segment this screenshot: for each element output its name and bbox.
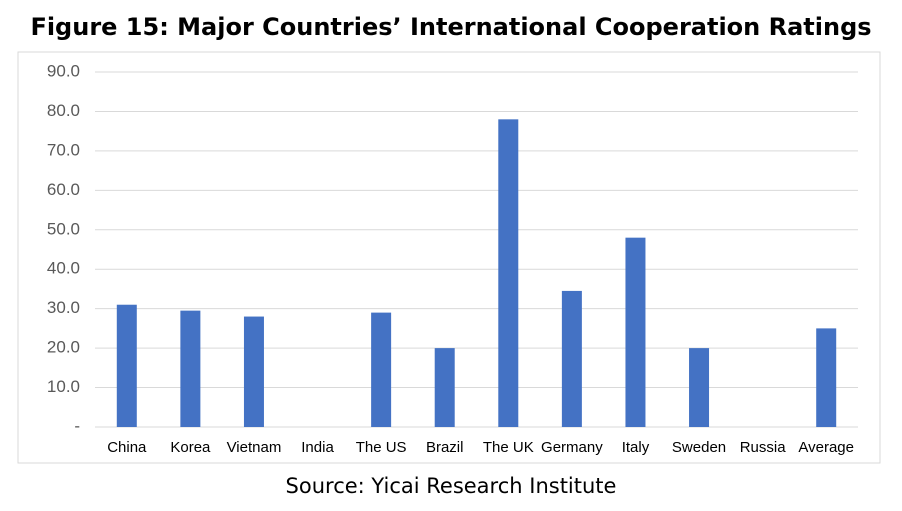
bar (180, 310, 201, 427)
bar (243, 316, 264, 427)
y-tick-label: 70.0 (47, 140, 80, 159)
y-tick-label: 60.0 (47, 180, 80, 199)
y-tick-label: 20.0 (47, 338, 80, 357)
x-tick-label: Sweden (672, 439, 726, 456)
x-tick-label: Vietnam (227, 439, 282, 456)
bar (561, 290, 582, 427)
y-tick-label: 30.0 (47, 298, 80, 317)
x-tick-label: Average (798, 439, 854, 456)
x-tick-label: Italy (622, 439, 650, 456)
bar (116, 304, 137, 427)
x-tick-label: Korea (170, 439, 211, 456)
bar (371, 312, 392, 427)
x-tick-label: The US (356, 439, 407, 456)
x-tick-label: The UK (483, 439, 534, 456)
bar (498, 119, 519, 427)
bar (625, 237, 646, 427)
y-tick-label: 10.0 (47, 377, 80, 396)
x-tick-label: Germany (541, 439, 603, 456)
source-note: Source: Yicai Research Institute (286, 474, 617, 498)
bar (689, 348, 710, 427)
bar (816, 328, 837, 427)
x-tick-label: Russia (740, 439, 787, 456)
y-tick-label: 90.0 (47, 61, 80, 80)
y-tick-label: - (74, 416, 80, 435)
chart-frame (17, 51, 881, 464)
bar (434, 348, 455, 427)
y-tick-label: 40.0 (47, 259, 80, 278)
chart-title: Figure 15: Major Countries’ Internationa… (30, 13, 871, 41)
x-tick-label: Brazil (426, 439, 464, 456)
y-tick-label: 80.0 (47, 101, 80, 120)
x-tick-label: India (301, 439, 334, 456)
y-tick-label: 50.0 (47, 219, 80, 238)
x-tick-label: China (107, 439, 147, 456)
